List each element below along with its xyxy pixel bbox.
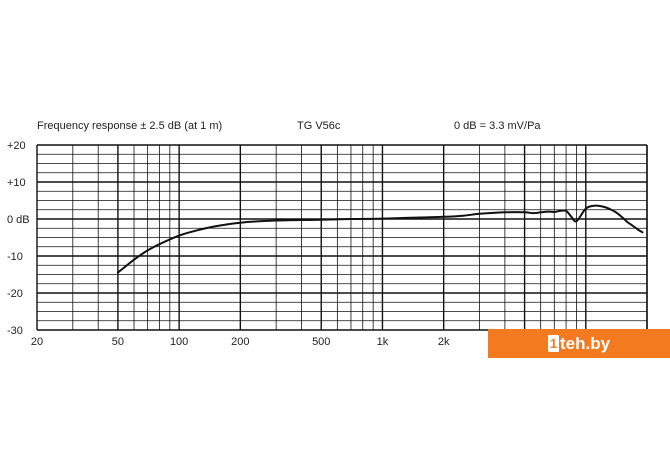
y-tick-label: -10 — [7, 251, 23, 263]
y-tick-label: +10 — [7, 177, 26, 189]
frequency-response-curve — [116, 204, 644, 274]
watermark-digit: 1 — [548, 335, 559, 352]
y-tick-label: 0 dB — [7, 214, 30, 226]
y-tick-label: -20 — [7, 288, 23, 300]
x-tick-label: 20 — [31, 336, 43, 348]
model-label: TG V56c — [297, 120, 341, 132]
x-tick-label: 100 — [170, 336, 188, 348]
chart-grid — [36, 144, 648, 331]
x-tick-label: 2k — [438, 336, 450, 348]
x-tick-label: 1k — [377, 336, 389, 348]
frequency-response-label: Frequency response ± 2.5 dB (at 1 m) — [37, 120, 223, 132]
y-tick-label: +20 — [7, 140, 26, 152]
y-tick-label: -30 — [7, 325, 23, 337]
chart-tick-labels: 20501002005001k2k5k+20+100 dB-10-20-30 — [7, 140, 531, 348]
watermark-text: teh.by — [560, 333, 611, 353]
watermark-logo: 1 teh.by — [488, 329, 670, 358]
sensitivity-label: 0 dB = 3.3 mV/Pa — [454, 120, 541, 132]
x-tick-label: 500 — [312, 336, 330, 348]
x-tick-label: 200 — [231, 336, 249, 348]
x-tick-label: 50 — [112, 336, 124, 348]
